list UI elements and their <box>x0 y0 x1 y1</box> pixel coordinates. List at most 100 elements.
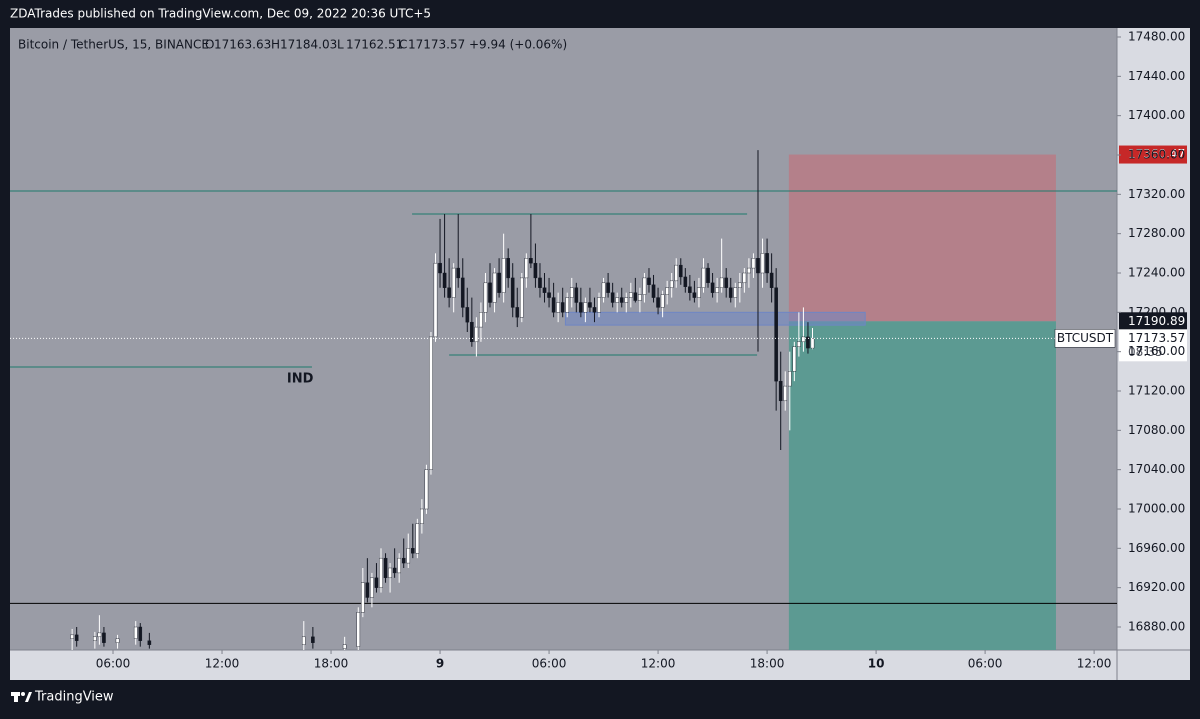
candle-body <box>569 287 574 298</box>
candle-body <box>538 277 542 288</box>
candle-body <box>747 267 751 274</box>
candle-body <box>102 632 106 643</box>
candle-body <box>138 626 143 641</box>
candle-body <box>74 634 79 641</box>
stop-price-tag <box>1119 145 1187 164</box>
candle-body <box>397 557 401 574</box>
candle-body <box>742 272 747 284</box>
candle-body <box>560 302 565 313</box>
candle-body <box>769 272 774 288</box>
x-tick-label: 12:00 <box>1077 657 1112 671</box>
plot: IND <box>10 150 1117 650</box>
candle-body <box>629 292 633 298</box>
ohlc-value: 17173.57 <box>408 38 465 52</box>
x-tick-label: 12:00 <box>641 657 676 671</box>
y-tick-label: 17240.00 <box>1128 265 1185 279</box>
candle-body <box>574 287 579 303</box>
candle-body <box>638 294 642 301</box>
y-tick-label: 17360.00 <box>1128 147 1185 161</box>
candle-body <box>456 267 461 279</box>
y-tick-label: 17120.00 <box>1128 383 1185 397</box>
candle-body <box>615 297 619 303</box>
candle-body <box>147 640 152 645</box>
ohlc-letter: L <box>337 38 344 52</box>
candle-body <box>701 267 706 288</box>
y-tick-label: 17080.00 <box>1128 423 1185 437</box>
candle-body <box>787 371 792 387</box>
x-tick-label: 06:00 <box>96 657 131 671</box>
candle-body <box>765 253 769 274</box>
x-tick-label: 18:00 <box>750 657 785 671</box>
x-tick-label: 12:00 <box>205 657 240 671</box>
ohlc-letter: O <box>205 38 214 52</box>
candle-body <box>719 277 724 288</box>
change-label: +9.94 (+0.06%) <box>469 38 567 52</box>
candle-body <box>610 292 615 303</box>
candle-body <box>433 262 438 338</box>
candle-body <box>715 287 719 293</box>
candle-body <box>533 262 538 279</box>
y-tick-label: 17040.00 <box>1128 462 1185 476</box>
candle-body <box>311 636 315 643</box>
candle-body <box>601 282 606 298</box>
candle-body <box>774 287 778 382</box>
x-tick-label: 10 <box>868 657 885 671</box>
candle-body <box>801 336 806 343</box>
annotation: IND <box>287 372 314 387</box>
candle-body <box>588 302 592 308</box>
candle-body <box>778 380 783 402</box>
candle-body <box>678 264 683 278</box>
time-axis <box>10 650 1117 680</box>
candle-body <box>451 267 456 298</box>
candle-body <box>697 287 701 298</box>
ohlc-letter: H <box>271 38 280 52</box>
ohlc-value: 17163.63 <box>214 38 271 52</box>
stop-zone <box>788 154 1056 322</box>
candle-body <box>488 282 492 303</box>
y-tick-label: 16960.00 <box>1128 541 1185 555</box>
candle-body <box>592 307 597 313</box>
logo-shape <box>14 692 18 702</box>
entry-price-label: 17190.89 <box>1128 314 1185 328</box>
candle-body <box>751 258 756 269</box>
candle-body <box>606 282 610 293</box>
y-tick-label: 17280.00 <box>1128 226 1185 240</box>
y-tick-label: 17320.00 <box>1128 187 1185 201</box>
candle-body <box>710 282 715 293</box>
candle-body <box>738 282 742 288</box>
candle-body <box>497 272 501 293</box>
candle-body <box>633 292 638 301</box>
candle-body <box>624 297 629 303</box>
x-tick-label: 18:00 <box>314 657 349 671</box>
candle-body <box>93 636 97 641</box>
candle-body <box>356 612 361 647</box>
candle-body <box>406 548 411 564</box>
candle-body <box>647 277 651 285</box>
candle-body <box>665 287 669 295</box>
supply-zone <box>564 311 866 326</box>
candle-body <box>692 292 697 298</box>
candle-body <box>529 258 533 264</box>
candle-body <box>442 272 447 288</box>
candle-body <box>388 567 392 579</box>
countdown-label: 08:35 <box>1128 345 1163 359</box>
candle-body <box>656 297 660 308</box>
y-tick-label: 17200.00 <box>1128 305 1185 319</box>
candle-body <box>810 338 815 349</box>
candle-body <box>392 567 397 574</box>
candle-body <box>651 284 656 298</box>
candle-body <box>379 557 383 588</box>
logo-shape <box>21 692 25 696</box>
candle-body <box>410 548 415 554</box>
candle-body <box>383 557 388 579</box>
last-price-label: 17173.57 <box>1128 331 1185 345</box>
candle-body <box>783 385 788 402</box>
candle-body <box>806 336 810 349</box>
candle-body <box>483 282 488 313</box>
candle-body <box>597 297 601 313</box>
candle-body <box>619 297 624 303</box>
candle-body <box>429 336 433 470</box>
candle-body <box>470 321 474 343</box>
candle-body <box>565 297 570 313</box>
